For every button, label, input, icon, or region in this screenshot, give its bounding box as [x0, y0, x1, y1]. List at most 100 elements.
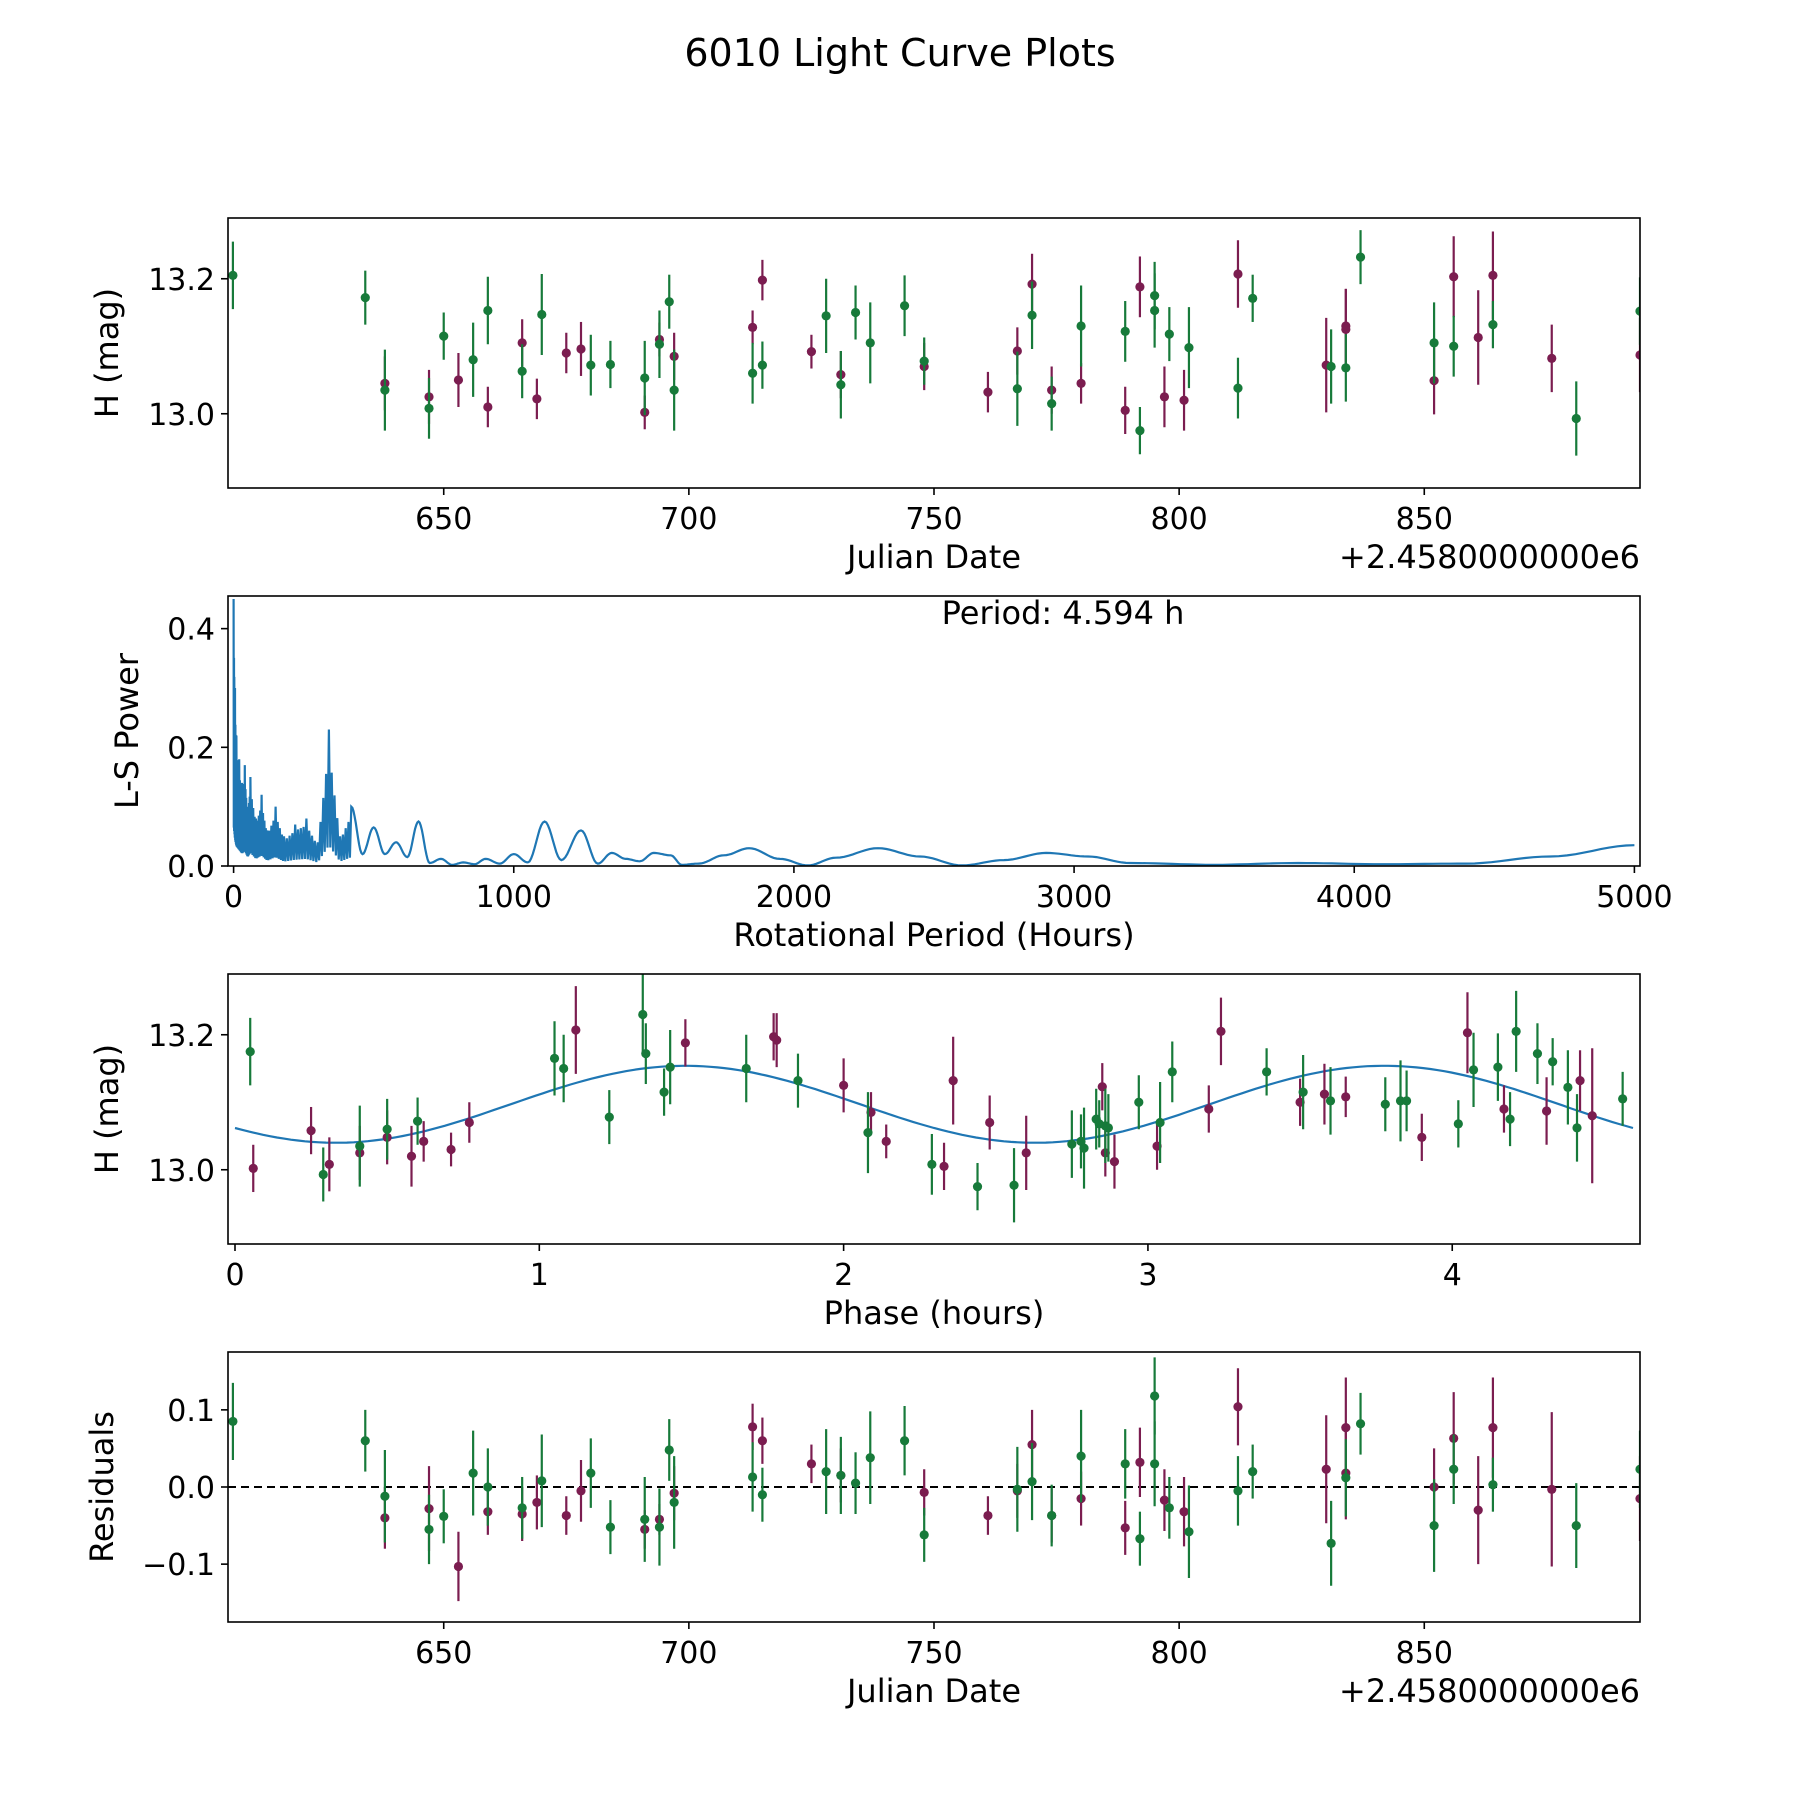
x-tick-label: 750: [905, 1636, 962, 1671]
filter-b-point: [1453, 1119, 1463, 1129]
filter-a-point: [576, 1486, 586, 1496]
filter-a-point: [1233, 269, 1243, 279]
filter-a-point: [1204, 1104, 1214, 1114]
filter-a-point: [571, 1025, 581, 1035]
filter-a-point: [306, 1126, 316, 1136]
filter-a-point: [1159, 1495, 1170, 1505]
filter-a-point: [747, 322, 758, 332]
filter-b-point: [1076, 1451, 1086, 1461]
filter-b-point: [1635, 1464, 1640, 1474]
period-annotation: Period: 4.594 h: [942, 594, 1185, 632]
filter-a-point: [1109, 1157, 1120, 1167]
filter-a-point: [985, 1117, 995, 1128]
filter-b-point: [586, 1468, 596, 1478]
filter-b-point: [1449, 341, 1459, 351]
phased-panel: 0 1 2 3 4 13.0 13.2 Phase (hours) H (mag): [88, 973, 1641, 1332]
x-tick-label: 850: [1396, 502, 1453, 537]
filter-a-point: [1417, 1132, 1427, 1142]
filter-b-point: [1571, 1520, 1581, 1531]
filter-b-point: [927, 1159, 937, 1169]
filter-b-point: [1468, 1065, 1479, 1075]
y-tick-label: 13.0: [148, 1154, 215, 1189]
filter-b-point: [863, 1128, 873, 1138]
filter-b-point: [1233, 1486, 1243, 1496]
filter-b-point: [1150, 291, 1160, 301]
filter-b-point: [665, 1062, 675, 1072]
filter-b-point: [517, 1503, 527, 1513]
x-tick-label: 700: [660, 1636, 717, 1671]
filter-b-point: [1341, 363, 1351, 373]
filter-a-point: [1076, 378, 1086, 388]
filter-b-point: [1150, 1459, 1160, 1469]
filter-b-point: [468, 1468, 478, 1478]
filter-b-point: [318, 1169, 328, 1180]
filter-b-point: [412, 1116, 423, 1126]
filter-a-point: [1635, 350, 1640, 360]
x-tick-label: 2000: [756, 880, 832, 915]
filter-b-point: [1164, 1503, 1174, 1513]
y-axis-label: Residuals: [83, 1411, 121, 1563]
filter-a-point: [1575, 1076, 1585, 1086]
filter-b-point: [747, 368, 758, 378]
filter-a-point: [324, 1159, 334, 1169]
periodogram-panel: 0 1000 2000 3000 4000 5000 0.0 0.2 0.4 Rotational…: [108, 594, 1673, 954]
filter-a-point: [919, 1487, 929, 1497]
filter-b-point: [424, 403, 434, 413]
x-axis-label: Julian Date: [845, 538, 1021, 576]
filter-b-point: [850, 307, 861, 318]
filter-b-point: [1493, 1062, 1503, 1072]
filter-b-point: [899, 1436, 910, 1446]
x-tick-label: 0: [225, 1258, 244, 1293]
filter-b-point: [1120, 326, 1130, 336]
filter-b-point: [1248, 293, 1258, 303]
x-tick-label: 750: [905, 502, 962, 537]
y-tick-label: 0.2: [167, 731, 215, 766]
filter-b-point: [1233, 383, 1243, 393]
filter-b-point: [605, 1522, 616, 1532]
filter-a-point: [1547, 353, 1557, 363]
filter-b-point: [919, 356, 929, 366]
filter-b-point: [1429, 1520, 1439, 1531]
filter-b-point: [228, 270, 238, 280]
filter-b-point: [972, 1182, 983, 1192]
filter-a-point: [680, 1038, 690, 1048]
filter-b-point: [483, 305, 493, 316]
filter-b-point: [1155, 1117, 1165, 1128]
figure-title: 6010 Light Curve Plots: [684, 31, 1115, 75]
filter-a-point: [983, 387, 993, 397]
filter-b-point: [1355, 252, 1366, 262]
filter-b-point: [1120, 1459, 1130, 1469]
filter-a-point: [1012, 346, 1022, 356]
filter-b-point: [1326, 361, 1336, 372]
filter-a-point: [532, 1497, 542, 1508]
filter-b-point: [1326, 1538, 1336, 1548]
x-tick-label: 800: [1151, 1636, 1208, 1671]
ls-power-line: [232, 598, 1635, 866]
filter-b-point: [638, 1009, 648, 1020]
filter-a-point: [806, 347, 817, 357]
filter-b-point: [793, 1076, 803, 1086]
filter-b-point: [537, 1476, 547, 1486]
x-tick-label: 4: [1443, 1258, 1462, 1293]
x-tick-label: 650: [415, 502, 472, 537]
filter-b-point: [669, 1497, 679, 1508]
filter-a-point: [561, 1510, 571, 1521]
filter-b-point: [1429, 338, 1439, 348]
filter-a-point: [948, 1076, 958, 1086]
y-tick-label: 0.4: [167, 613, 215, 648]
filter-b-point: [1572, 1123, 1582, 1133]
filter-a-point: [772, 1035, 782, 1045]
filter-a-point: [1159, 392, 1170, 402]
filter-a-point: [881, 1136, 891, 1146]
filter-b-point: [1341, 1473, 1351, 1483]
filter-b-point: [1134, 1097, 1144, 1107]
filter-b-point: [517, 366, 527, 376]
filter-b-point: [850, 1478, 861, 1488]
lightcurve-panel: 650 700 750 800 850 13.0 13.2 Julian Date H (mag…: [88, 217, 1641, 576]
filter-b-point: [654, 1522, 665, 1532]
filter-b-point: [1505, 1114, 1515, 1124]
filter-a-point: [939, 1161, 949, 1171]
plot-area: [232, 598, 1635, 866]
filter-a-point: [1499, 1104, 1509, 1114]
